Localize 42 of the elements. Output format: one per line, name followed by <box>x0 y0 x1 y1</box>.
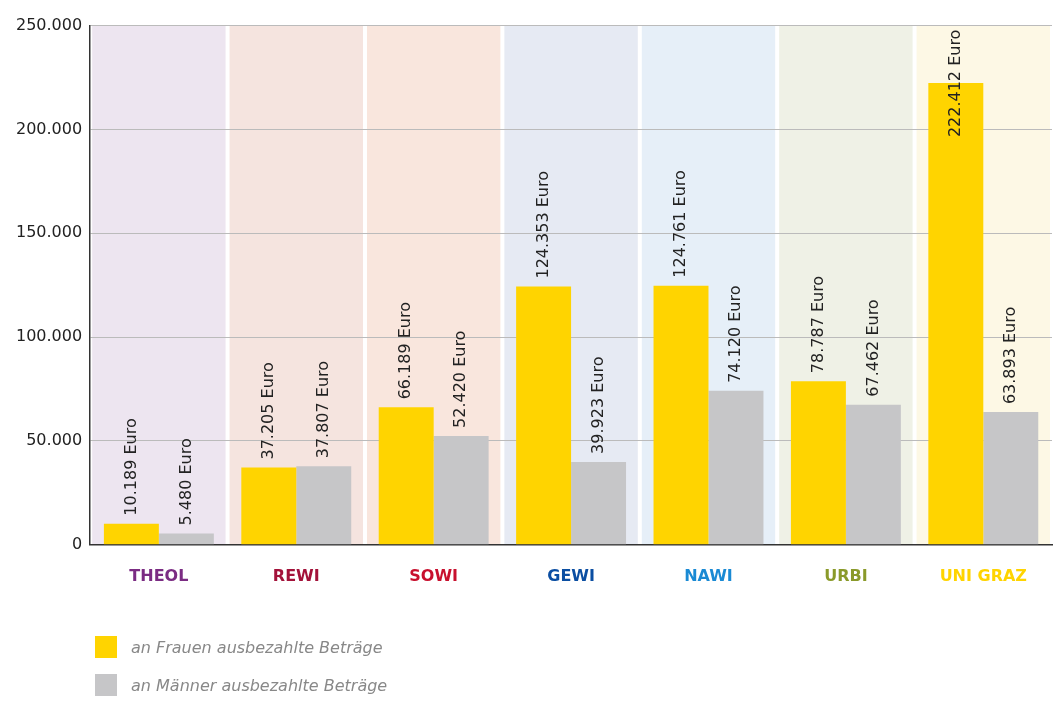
bar <box>653 285 709 545</box>
data-label: 74.120 Euro <box>725 285 745 383</box>
bar <box>790 381 846 545</box>
x-tick-label: REWI <box>272 565 320 585</box>
x-tick-label: NAWI <box>684 565 733 585</box>
data-label: 78.787 Euro <box>807 275 827 374</box>
bar <box>516 286 572 545</box>
y-tick-label: 250.000 <box>15 14 83 34</box>
y-tick-label: 200.000 <box>15 118 83 138</box>
data-label: 124.353 Euro <box>532 171 552 279</box>
bar <box>433 435 489 545</box>
data-label: 124.761 Euro <box>670 170 690 278</box>
bar <box>845 404 901 545</box>
bar <box>571 461 627 545</box>
y-tick-label: 0 <box>71 533 83 553</box>
data-label: 66.189 Euro <box>395 301 415 400</box>
x-tick-label: URBI <box>824 565 868 585</box>
x-tick-label: UNI GRAZ <box>939 565 1027 585</box>
x-tick-label: THEOL <box>129 565 189 585</box>
y-tick-label: 50.000 <box>26 430 83 450</box>
y-tick-label: 100.000 <box>15 326 83 346</box>
bar <box>103 523 159 545</box>
bar <box>296 466 352 545</box>
data-label: 222.412 Euro <box>944 29 964 138</box>
data-label: 37.205 Euro <box>257 362 277 460</box>
legend-label: an Frauen ausbezahlte Beträge <box>131 637 383 657</box>
bar <box>241 467 297 545</box>
x-tick-label: GEWI <box>547 565 595 585</box>
data-label: 63.893 Euro <box>999 306 1019 405</box>
data-label: 52.420 Euro <box>450 330 470 428</box>
x-tick-label: SOWI <box>409 565 459 585</box>
bar <box>378 407 434 545</box>
y-tick-label: 150.000 <box>15 222 83 242</box>
bar <box>983 412 1039 545</box>
bar <box>708 390 764 545</box>
data-label: 37.807 Euro <box>312 360 332 459</box>
data-label: 5.480 Euro <box>175 438 195 526</box>
bar <box>158 533 214 545</box>
data-label: 10.189 Euro <box>120 418 140 516</box>
data-label: 39.923 Euro <box>587 356 607 454</box>
legend-label: an Männer ausbezahlte Beträge <box>131 675 388 695</box>
data-label: 67.462 Euro <box>862 299 882 397</box>
